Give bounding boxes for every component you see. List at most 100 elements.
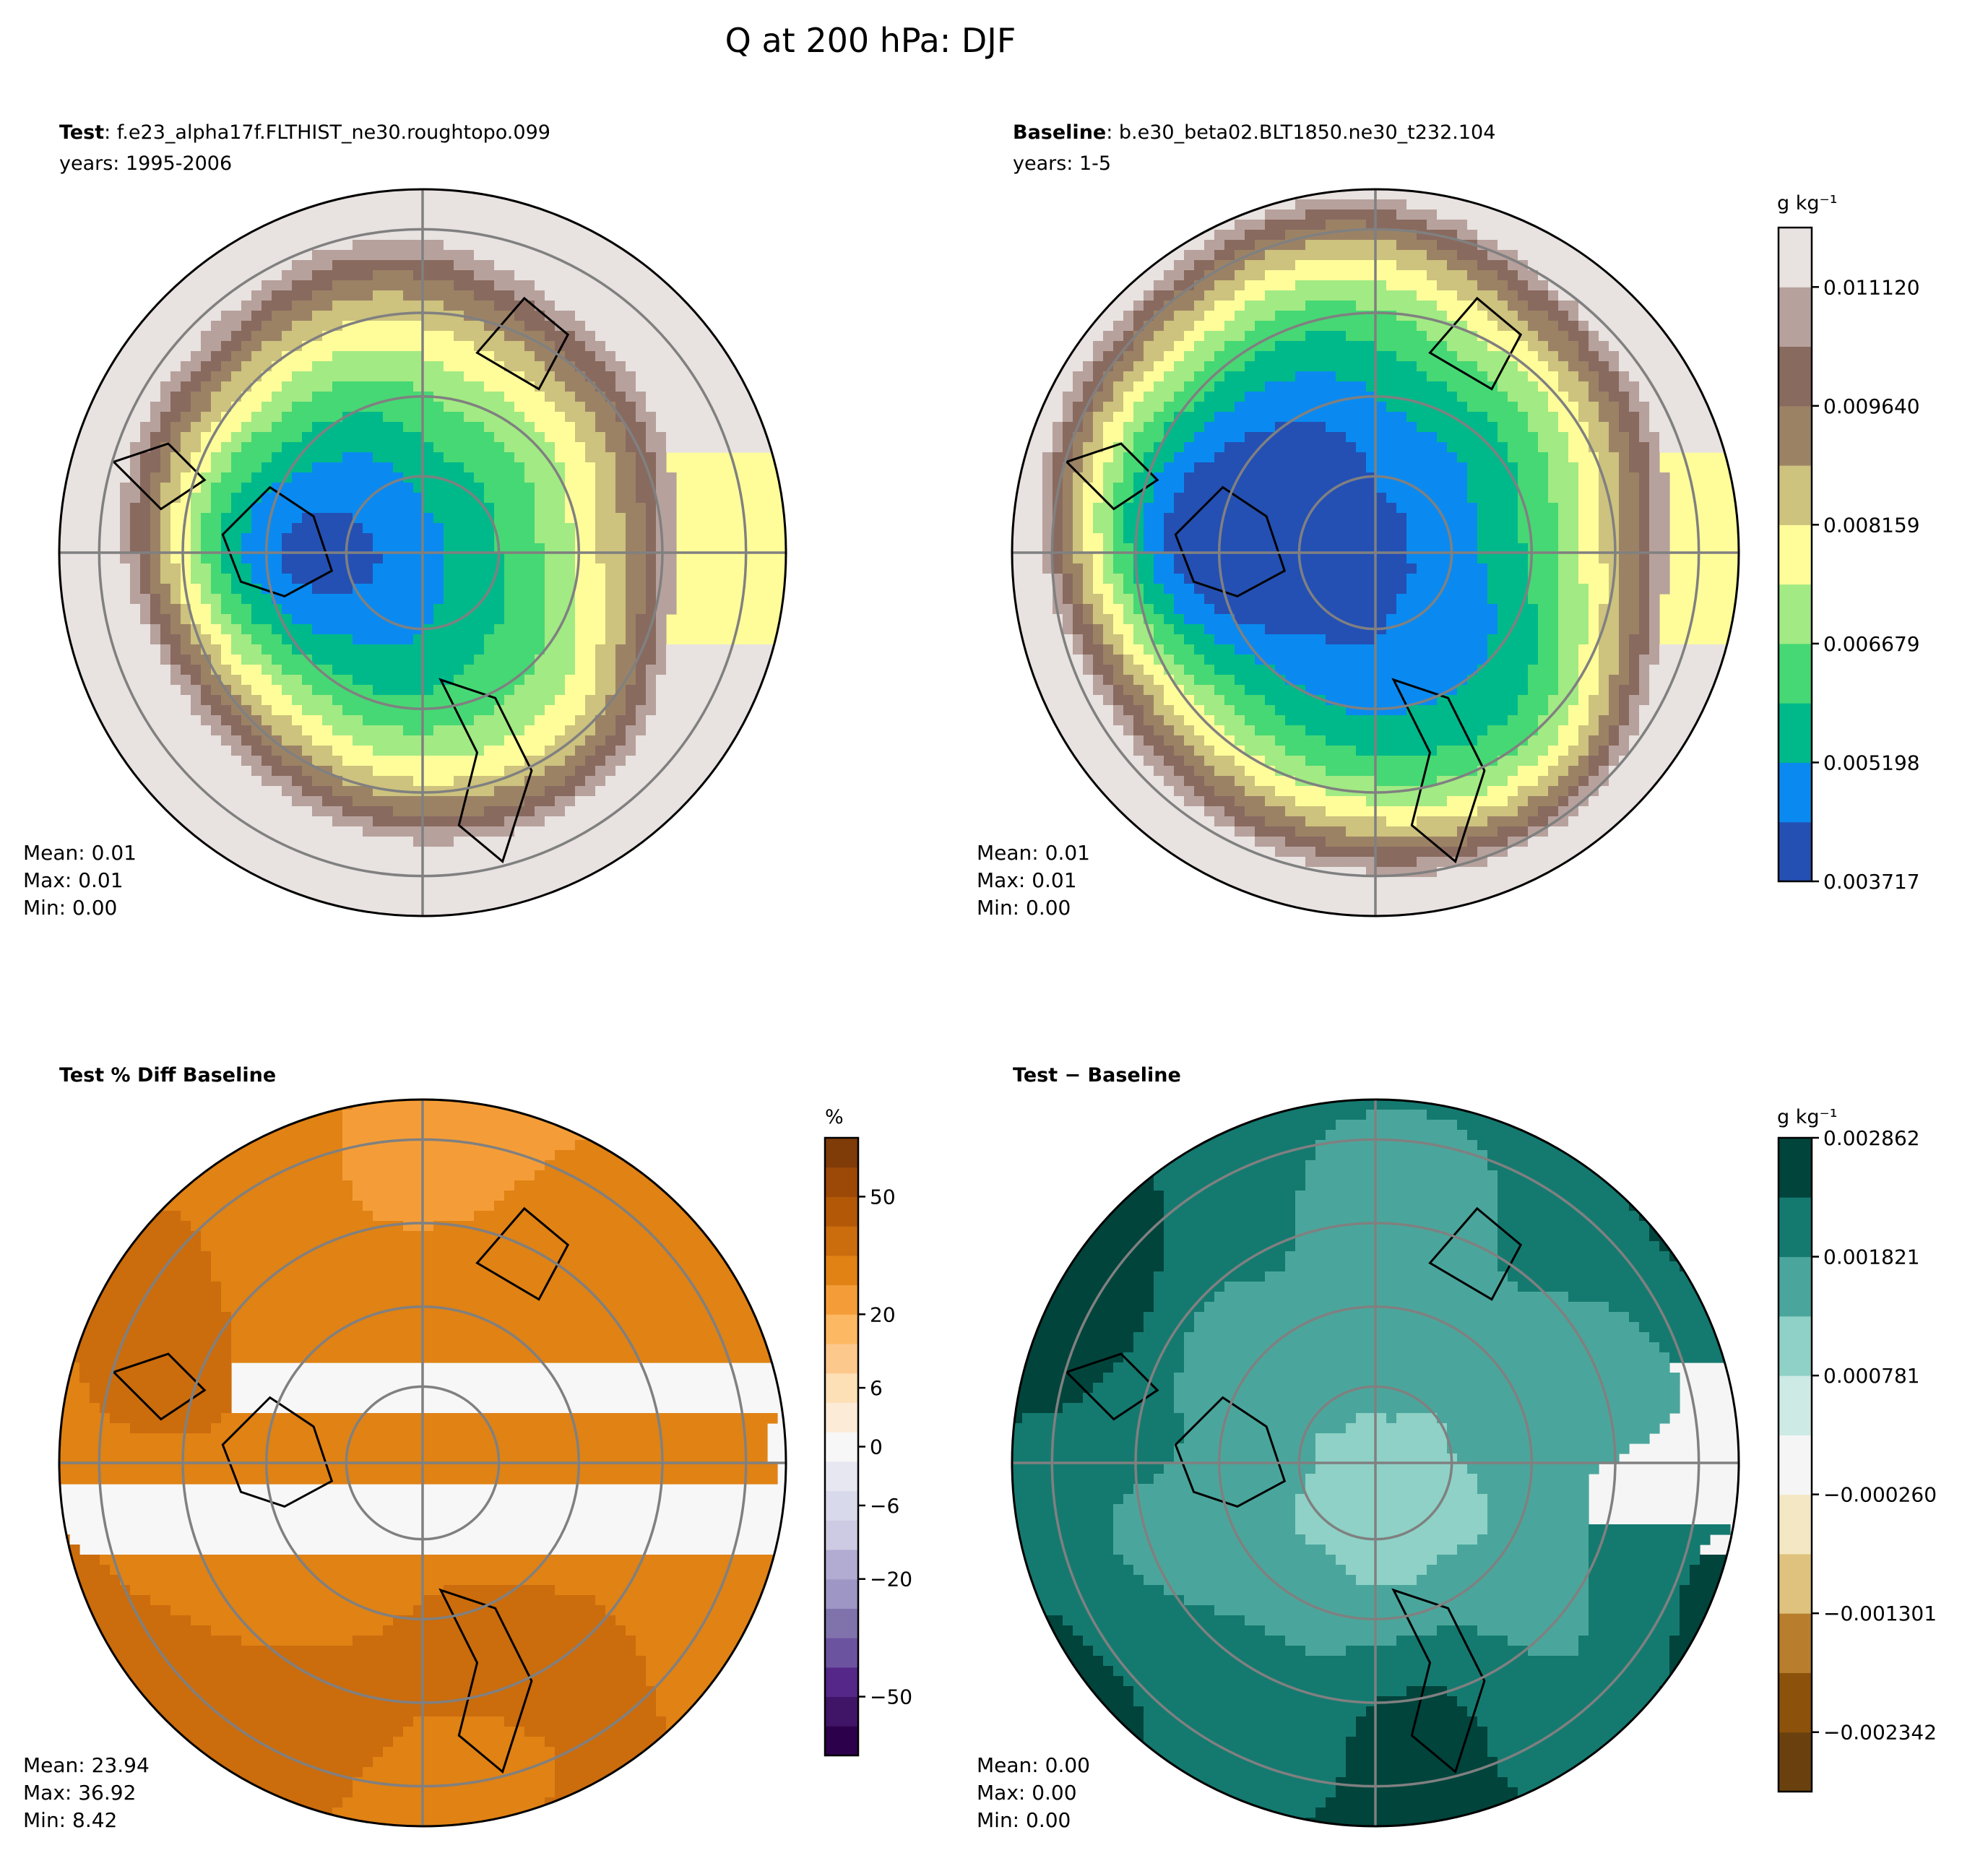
contour-cell xyxy=(575,543,596,554)
contour-cell xyxy=(1457,1545,1589,1555)
contour-cell xyxy=(1184,442,1225,453)
contour-cell xyxy=(1406,1686,1448,1697)
contour-cell xyxy=(1093,665,1114,675)
contour-cell xyxy=(79,1312,232,1323)
contour-cell xyxy=(524,1727,667,1737)
contour-cell xyxy=(1144,392,1175,402)
contour-cell xyxy=(251,766,272,777)
contour-cell xyxy=(1427,270,1468,281)
contour-cell xyxy=(1063,746,1134,756)
contour-cell xyxy=(1305,240,1397,251)
contour-cell xyxy=(1457,826,1498,837)
contour-cell xyxy=(201,543,222,554)
contour-cell xyxy=(615,655,636,665)
contour-cell xyxy=(1133,432,1164,443)
contour-cell xyxy=(1599,381,1620,392)
contour-cell xyxy=(1042,533,1053,544)
contour-cell xyxy=(59,1555,100,1565)
contour-cell xyxy=(292,644,485,655)
contour-cell xyxy=(1012,563,1043,574)
contour-cell xyxy=(1144,644,1164,655)
contour-cell xyxy=(272,452,343,463)
contour-cell xyxy=(484,381,535,392)
contour-cell xyxy=(1022,675,1094,686)
contour-cell xyxy=(170,523,191,534)
contour-cell xyxy=(1113,1504,1296,1515)
contour-cell xyxy=(1164,513,1407,524)
contour-cell xyxy=(646,432,667,443)
contour-cell xyxy=(1578,503,1599,514)
contour-cell xyxy=(231,1312,768,1323)
contour-cell xyxy=(181,685,202,696)
contour-cell xyxy=(494,351,535,362)
contour-cell xyxy=(160,523,171,534)
contour-cell xyxy=(251,503,424,514)
contour-cell xyxy=(150,796,293,807)
contour-cell xyxy=(59,462,131,473)
colorbar-tick-label: 0.011120 xyxy=(1823,275,1920,299)
contour-cell xyxy=(1659,644,1731,655)
contour-cell xyxy=(160,503,171,514)
contour-cell xyxy=(474,250,647,261)
contour-cell xyxy=(595,493,616,504)
contour-cell xyxy=(1639,533,1650,544)
contour-cell xyxy=(251,412,282,423)
stat-line: Mean: 0.01 xyxy=(977,841,1090,865)
contour-cell xyxy=(1012,503,1043,514)
contour-cell xyxy=(1103,1373,1175,1383)
contour-cell xyxy=(535,301,556,311)
contour-cell xyxy=(1093,452,1114,463)
contour-cell xyxy=(1053,361,1084,372)
contour-cell xyxy=(1498,1231,1650,1242)
contour-cell xyxy=(160,644,171,655)
contour-cell xyxy=(1305,1170,1498,1181)
contour-cell xyxy=(1326,837,1468,847)
contour-cell xyxy=(1073,543,1084,554)
contour-cell xyxy=(615,371,636,382)
colorbar-tick-label: 0.002862 xyxy=(1823,1126,1920,1150)
contour-cell xyxy=(555,442,586,453)
contour-cell xyxy=(211,1150,343,1161)
contour-cell xyxy=(1619,402,1630,413)
contour-cell xyxy=(1184,381,1215,392)
contour-cell xyxy=(1123,614,1144,625)
contour-cell xyxy=(626,695,647,706)
contour-cell xyxy=(1629,1312,1721,1323)
contour-cell xyxy=(150,1716,414,1727)
contour-cell xyxy=(1235,220,1266,230)
contour-cell xyxy=(1154,1160,1306,1171)
contour-cell xyxy=(1093,675,1104,686)
contour-cell xyxy=(1154,695,1164,706)
contour-cell xyxy=(1083,574,1094,584)
contour-cell xyxy=(1518,493,1549,504)
contour-cell xyxy=(1538,725,1559,736)
contour-cell xyxy=(1457,351,1508,362)
contour-cell xyxy=(1255,837,1286,847)
contour-cell xyxy=(1042,513,1053,524)
colorbar-swatch xyxy=(1779,228,1812,288)
contour-cell xyxy=(403,725,434,736)
contour-cell xyxy=(140,452,161,463)
contour-cell xyxy=(444,452,515,463)
contour-cell xyxy=(1144,371,1164,382)
colorbar-swatch xyxy=(1779,287,1812,347)
contour-cell xyxy=(1093,513,1114,524)
contour-cell xyxy=(626,685,647,696)
contour-cell xyxy=(1346,432,1438,443)
contour-cell xyxy=(615,381,636,392)
contour-cell xyxy=(575,422,596,433)
contour-cell xyxy=(1487,1514,1589,1525)
contour-cell xyxy=(585,321,717,332)
contour-cell xyxy=(1022,1585,1164,1596)
contour-cell xyxy=(1073,1241,1164,1252)
contour-cell xyxy=(1578,301,1650,311)
contour-cell xyxy=(1285,715,1508,726)
contour-cell xyxy=(626,614,636,625)
contour-cell xyxy=(1376,634,1488,645)
contour-cell xyxy=(454,280,495,291)
contour-cell xyxy=(1558,796,1569,807)
contour-cell xyxy=(1083,442,1104,453)
contour-cell xyxy=(1356,1716,1478,1727)
contour-cell xyxy=(231,685,252,696)
